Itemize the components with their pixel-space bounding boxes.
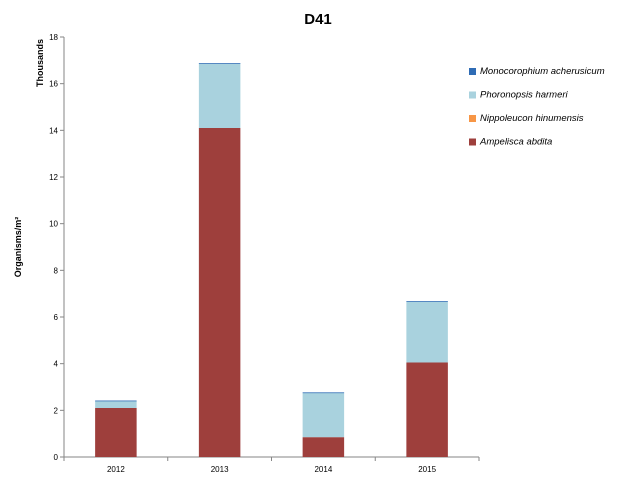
y-tick-label: 0	[54, 453, 59, 462]
bar-segment-2012-2	[95, 401, 137, 408]
y-tick-label: 14	[49, 126, 58, 135]
bar-segment-2012-0	[95, 408, 137, 457]
bar-segment-2014-0	[302, 437, 345, 457]
bar-segment-2013-0	[198, 128, 241, 457]
bar-segment-2013-3	[198, 63, 241, 64]
y-tick-label: 12	[49, 173, 58, 182]
y-unit-label: Thousands	[35, 39, 45, 87]
legend-swatch	[469, 115, 476, 122]
y-tick-label: 6	[54, 313, 59, 322]
bar-segment-2012-3	[95, 400, 137, 402]
y-tick-label: 2	[54, 406, 59, 415]
legend-label: Nippoleucon hinumensis	[480, 113, 584, 124]
x-tick-label: 2014	[314, 465, 332, 474]
legend: Monocorophium acherusicum Phoronopsis har…	[469, 66, 605, 148]
bars	[95, 63, 448, 457]
y-tick-label: 8	[54, 266, 59, 275]
legend-swatch	[469, 91, 476, 99]
y-tick-label: 18	[49, 33, 58, 42]
legend-swatch	[469, 68, 476, 75]
bar-segment-2014-2	[302, 392, 345, 438]
bar-segment-2015-0	[406, 362, 448, 457]
y-tick-label: 10	[49, 220, 58, 229]
legend-label: Monocorophium acherusicum	[480, 66, 605, 77]
x-tick-label: 2015	[418, 465, 436, 474]
y-tick-label: 4	[54, 360, 59, 369]
x-ticks: 2012 2013 2014 2015	[63, 457, 480, 474]
bar-segment-2014-3	[302, 392, 345, 394]
legend-swatch	[469, 138, 476, 146]
bar-segment-2013-2	[198, 63, 241, 129]
y-axis-label: Organisms/m²	[13, 217, 23, 278]
chart-title: D41	[304, 11, 332, 28]
y-ticks: 0 2 4 6 8 10 12 14 16 18	[49, 33, 64, 462]
legend-label: Phoronopsis harmeri	[480, 90, 569, 101]
legend-label: Ampelisca abdita	[479, 137, 552, 148]
bar-segment-2015-2	[406, 301, 448, 363]
bar-segment-2015-3	[406, 301, 448, 302]
x-tick-label: 2013	[211, 465, 229, 474]
y-tick-label: 16	[49, 80, 58, 89]
x-tick-label: 2012	[107, 465, 125, 474]
